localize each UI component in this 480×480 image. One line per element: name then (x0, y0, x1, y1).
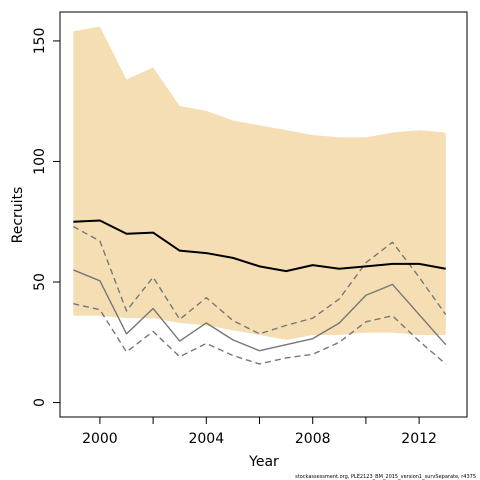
x-tick-label-2004: 2004 (188, 431, 224, 447)
y-tick-label-0: 0 (32, 398, 48, 407)
confidence-band (73, 26, 446, 340)
x-tick-label-2008: 2008 (295, 431, 331, 447)
y-axis-title: Recruits (10, 187, 26, 244)
y-tick-label-50: 50 (32, 273, 48, 291)
series-line-1 (73, 219, 446, 273)
series-line-2 (73, 269, 447, 352)
confidence-band-layer (73, 26, 446, 340)
plot-frame (59, 11, 468, 418)
x-tick-label-2000: 2000 (82, 431, 118, 447)
x-axis: 2000 2004 2008 2012 (82, 417, 437, 447)
series-line-3 (72, 225, 447, 335)
y-tick-label-100: 100 (32, 148, 48, 175)
y-tick-label-150: 150 (32, 28, 48, 55)
x-tick-label-2012: 2012 (401, 431, 437, 447)
series-layer (72, 219, 447, 365)
series-line-4 (73, 303, 447, 365)
y-axis: 0 50 100 150 (32, 28, 60, 407)
caption: stockassessment.org, PLE2123_BM_2015_ver… (295, 474, 476, 480)
x-axis-title: Year (248, 454, 279, 470)
